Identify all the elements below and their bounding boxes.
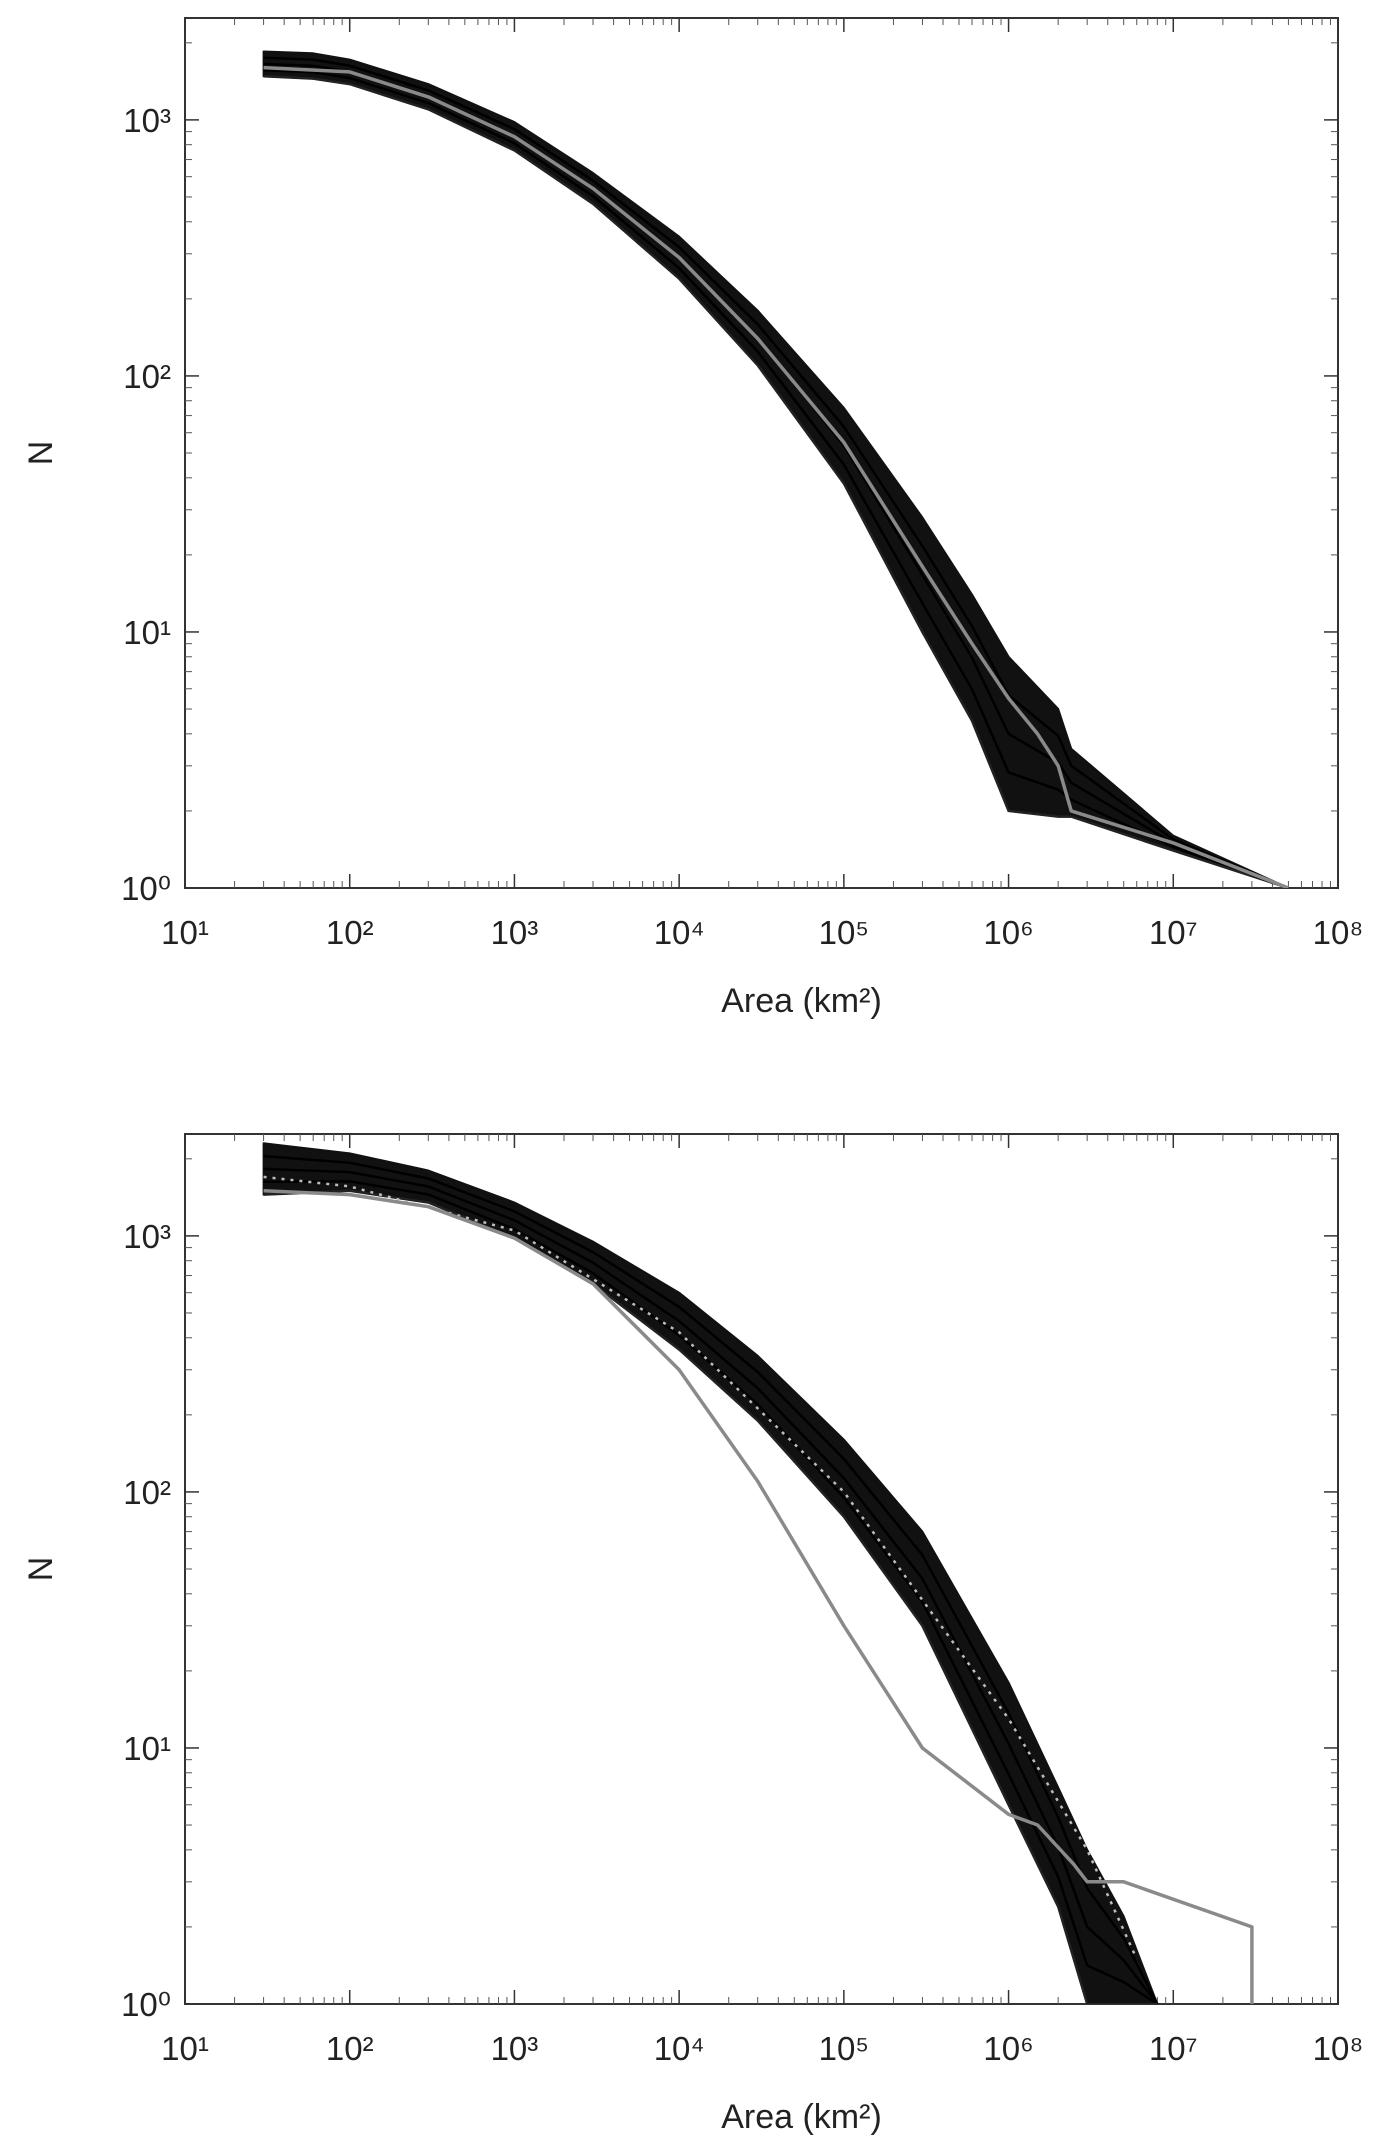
x-tick-label: 10⁴ <box>654 914 705 951</box>
plot-frame <box>184 17 1339 889</box>
y-tick-label: 10¹ <box>123 1730 171 1767</box>
x-tick-label: 10⁷ <box>1149 914 1198 951</box>
x-tick-label: 10² <box>326 914 374 951</box>
x-axis-title: Area (km²) <box>721 2098 882 2136</box>
plot-frame <box>184 1133 1339 2005</box>
reference-line <box>263 1189 1254 2004</box>
ensemble-band <box>262 1142 1159 2004</box>
plot-area <box>262 50 1290 888</box>
plot-area <box>262 1142 1254 2004</box>
ensemble-lower-edge <box>263 75 1289 888</box>
ensemble-member-line <box>263 62 1289 888</box>
y-tick-label: 10² <box>123 358 171 395</box>
y-tick-label: 10³ <box>123 102 171 139</box>
x-tick-label: 10⁸ <box>1313 2030 1364 2067</box>
ensemble-member-line <box>263 68 1289 888</box>
x-tick-label: 10⁴ <box>654 2030 705 2067</box>
y-tick-label: 10¹ <box>123 614 171 651</box>
x-tick-label: 10³ <box>491 914 539 951</box>
ensemble-member-line <box>263 1167 1159 2004</box>
x-tick-label: 10⁸ <box>1313 914 1364 951</box>
ensemble-member-line <box>263 1180 1158 2004</box>
x-tick-label: 10¹ <box>161 914 209 951</box>
x-tick-label: 10⁵ <box>819 914 869 951</box>
chart-panel-bottom: 10¹ 10² 10³ 10⁴ 10⁵ 10⁶ 10⁷ 10⁸ 10⁰ 10¹ 10² 10³ Area… <box>22 1133 1364 2136</box>
x-tick-label: 10⁷ <box>1149 2030 1198 2067</box>
x-tick-label: 10² <box>326 2030 374 2067</box>
dotted-mean-line <box>263 1175 1138 1960</box>
y-axis-title: N <box>22 441 60 466</box>
y-tick-label: 10⁰ <box>121 870 171 907</box>
x-tick-label: 10³ <box>491 2030 539 2067</box>
x-tick-label: 10¹ <box>161 2030 209 2067</box>
x-tick-label: 10⁶ <box>983 2030 1033 2067</box>
reference-line <box>263 65 1290 888</box>
ensemble-member-line <box>263 56 1289 888</box>
y-tick-label: 10⁰ <box>121 1986 171 2023</box>
x-tick-label: 10⁶ <box>983 914 1033 951</box>
x-axis-title: Area (km²) <box>721 982 882 1020</box>
ensemble-lower-edge <box>263 1189 1158 2004</box>
y-tick-label: 10³ <box>123 1218 171 1255</box>
x-tick-label: 10⁵ <box>819 2030 869 2067</box>
y-axis-title: N <box>22 1557 60 1582</box>
ensemble-member-line <box>263 1154 1159 2004</box>
chart-panel-top: 10¹ 10² 10³ 10⁴ 10⁵ 10⁶ 10⁷ 10⁸ 10⁰ 10¹ 10² 10³ Area… <box>22 17 1364 1020</box>
y-tick-label: 10² <box>123 1474 171 1511</box>
ensemble-band <box>262 50 1290 888</box>
